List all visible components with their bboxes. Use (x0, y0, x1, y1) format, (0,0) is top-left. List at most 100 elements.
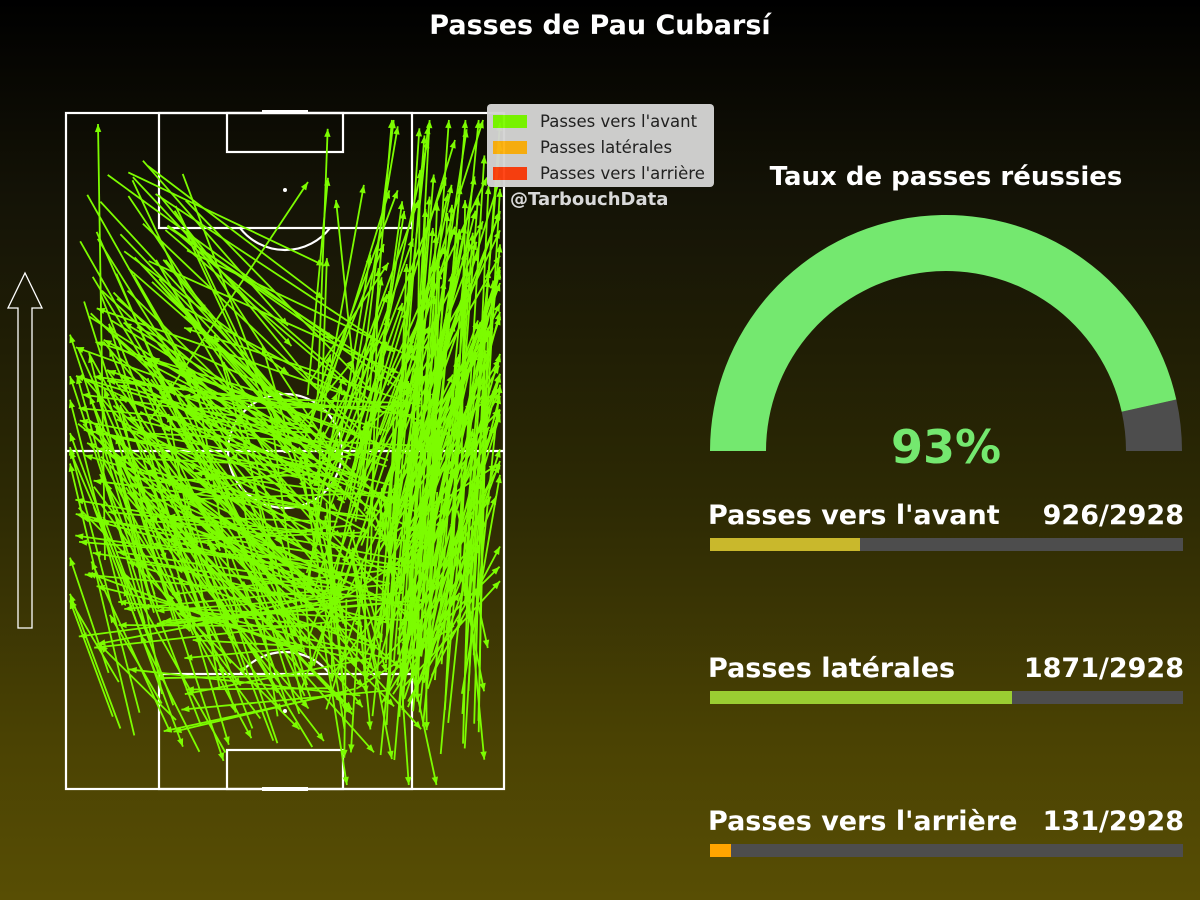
pass-arrowhead (187, 463, 197, 471)
pass-arrowhead (207, 537, 214, 547)
pass-arrow (185, 463, 422, 730)
pass-arrowhead (306, 586, 315, 595)
pass-arrow (335, 199, 366, 481)
pass-arrowhead (192, 372, 199, 382)
pass-arrowhead (403, 264, 410, 273)
pass-arrow (193, 372, 240, 623)
pass-arrowhead (307, 439, 316, 447)
pass-arrow (414, 491, 424, 688)
pass-arrow (385, 398, 396, 664)
pass-arrow (95, 231, 220, 506)
pass-arrow (118, 466, 163, 695)
pass-arrow (429, 491, 439, 593)
pass-arrowhead (119, 405, 126, 414)
pass-arrow (97, 123, 106, 561)
pass-arrow (319, 622, 348, 786)
pass-arrowhead (108, 323, 115, 333)
pass-arrowhead (233, 677, 241, 686)
pass-arrow (69, 334, 156, 595)
pass-arrowhead (381, 294, 388, 303)
stat-backward-count: 131/2928 (1042, 806, 1184, 837)
gauge-success-arc (710, 215, 1177, 451)
pass-arrowhead (355, 698, 363, 708)
pass-arrowhead (261, 346, 268, 355)
pass-arrow (475, 384, 501, 616)
pass-arrowhead (494, 449, 501, 458)
pass-arrow (90, 312, 176, 396)
pass-arrowhead (342, 776, 349, 785)
top-penalty-arc (239, 227, 331, 252)
pass-arrowhead (488, 425, 496, 434)
pass-arrows (68, 119, 503, 786)
pass-arrow (108, 323, 197, 600)
stat-backward: Passes vers l'arrière 131/2928 (708, 806, 1184, 866)
pass-arrowhead (434, 465, 442, 475)
pass-arrowhead (392, 660, 401, 668)
pass-arrowhead (226, 488, 232, 498)
pass-arrowhead (274, 535, 282, 544)
pass-arrowhead (94, 124, 102, 133)
pass-arrowhead (493, 303, 500, 313)
pass-arrowhead (194, 470, 203, 478)
pass-arrowhead (280, 366, 289, 374)
pass-arrow (387, 382, 410, 628)
pass-arrowhead (413, 721, 422, 730)
pass-arrowhead (339, 675, 346, 684)
pass-arrowhead (496, 188, 503, 197)
pass-arrowhead (494, 311, 502, 321)
stat-forward-fill (710, 538, 860, 551)
pass-arrow (348, 526, 383, 643)
legend-swatch-forward (493, 114, 527, 128)
pass-arrowhead (397, 201, 405, 210)
pass-arrow (218, 597, 275, 742)
pass-arrowhead (480, 155, 488, 164)
pass-arrow (399, 513, 412, 594)
pass-arrow (142, 352, 344, 600)
pass-arrowhead (386, 698, 395, 707)
pass-arrow (88, 419, 317, 586)
pass-arrowhead (470, 210, 477, 220)
pass-arrowhead (69, 557, 76, 567)
pass-arrowhead (303, 454, 311, 463)
chart-title: Passes de Pau Cubarsí (429, 10, 771, 41)
pass-arrowhead (79, 539, 88, 546)
pass-arrowhead (291, 721, 300, 730)
pass-arrowhead (461, 200, 469, 209)
pass-arrowhead (298, 456, 305, 465)
pass-arrowhead (390, 398, 398, 407)
pass-arrowhead (493, 546, 500, 555)
pass-arrow (76, 375, 146, 624)
pass-arrowhead (373, 403, 382, 411)
pass-arrow (405, 119, 431, 565)
pass-arrow (450, 523, 485, 692)
pass-arrowhead (325, 354, 332, 363)
pass-arrowhead (420, 135, 428, 144)
pass-arrowhead (433, 202, 440, 211)
pass-arrow (397, 227, 434, 655)
pass-arrowhead (334, 571, 343, 580)
pass-arrowhead (394, 398, 402, 407)
pass-arrow (354, 139, 429, 471)
pass-arrowhead (456, 619, 463, 628)
pass-arrowhead (230, 704, 237, 713)
pass-arrow (155, 259, 295, 503)
pass-arrowhead (280, 444, 288, 454)
pass-arrowhead (181, 705, 190, 713)
pass-arrowhead (204, 472, 212, 481)
pass-arrowhead (203, 337, 210, 347)
pass-arrowhead (388, 568, 395, 577)
pass-arrowhead (316, 732, 324, 741)
pass-arrow (382, 493, 394, 577)
pass-arrow (371, 380, 410, 717)
legend-item-lateral: Passes latérales (493, 134, 714, 160)
pass-arrowhead (316, 259, 325, 266)
pass-arrow (433, 119, 480, 583)
pass-arrowhead (484, 186, 492, 195)
pass-arrowhead (107, 370, 117, 377)
pass-arrow (316, 128, 329, 398)
pass-arrowhead (291, 413, 299, 422)
pass-arrow (108, 348, 213, 592)
pass-arrow (439, 351, 477, 755)
gauge-title: Taux de passes réussies (769, 162, 1123, 192)
pass-arrow (222, 361, 304, 609)
